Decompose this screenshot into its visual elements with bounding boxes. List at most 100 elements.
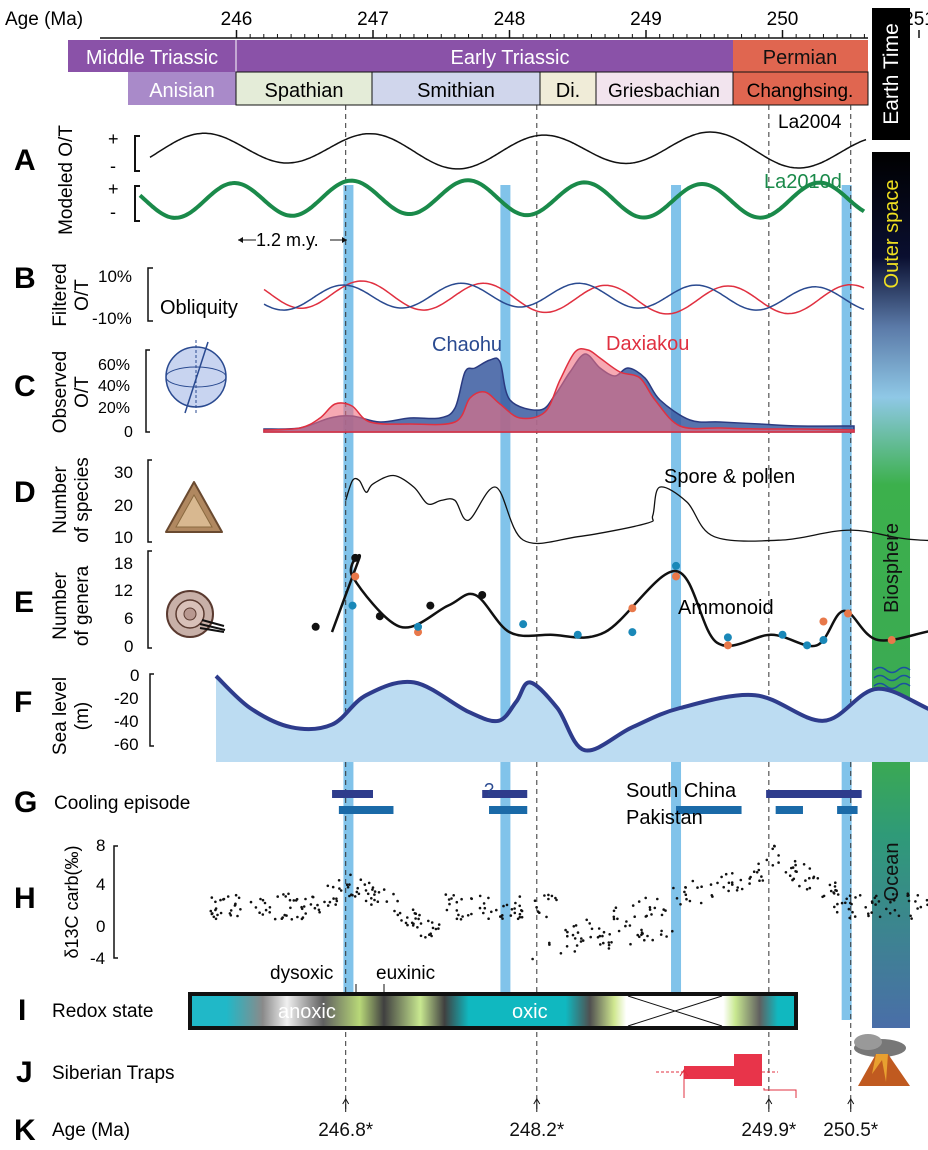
ammonoid-point-black [478, 591, 487, 599]
carbon-point [417, 917, 420, 921]
carbon-point [311, 895, 314, 899]
panel-g: G Cooling episode ? South China Pakistan [14, 780, 862, 829]
carbon-point [430, 921, 434, 924]
carbon-point [373, 890, 377, 893]
carbon-point [633, 915, 636, 918]
ammonoid-point-orange [723, 641, 732, 650]
age-arrow-head [765, 1098, 773, 1105]
carbon-point [396, 913, 400, 917]
cooling-bar-pakistan [837, 806, 858, 814]
carbon-point [284, 895, 288, 898]
carbon-point [289, 906, 292, 910]
carbon-point [684, 893, 688, 896]
panel-h-tick-4: 4 [96, 875, 105, 894]
carbon-point [396, 899, 399, 903]
panel-k: K Age (Ma) 246.8*248.2*249.9*250.5*251.4… [14, 1098, 879, 1147]
carbon-point [757, 862, 760, 866]
carbon-point [559, 952, 563, 955]
carbon-point [346, 885, 350, 889]
carbon-point [571, 933, 575, 937]
carbon-point [554, 896, 557, 900]
carbon-point [907, 894, 910, 897]
carbon-point [836, 893, 840, 896]
carbon-point [234, 903, 237, 907]
ammonoid-point-blue [778, 630, 787, 639]
ammonoid-point-blue [348, 601, 357, 610]
panel-f-tick-0: 0 [130, 666, 139, 685]
carbon-point [543, 894, 546, 897]
carbon-point [482, 911, 485, 915]
carbon-point [833, 905, 836, 909]
panel-b-letter: B [14, 262, 36, 295]
carbon-point [466, 914, 470, 917]
carbon-point [211, 912, 214, 915]
carbon-point [452, 894, 456, 897]
carbon-point [234, 893, 238, 897]
carbon-point [328, 900, 332, 904]
carbon-point [237, 896, 241, 900]
ammonoid-point-orange [351, 572, 360, 581]
ammonoid-point-orange [887, 636, 896, 645]
carbon-point [226, 895, 230, 898]
carbon-point [219, 898, 222, 902]
carbon-point [404, 921, 408, 925]
carbon-point [445, 908, 449, 912]
carbon-point [629, 942, 632, 946]
carbon-point [716, 881, 719, 885]
carbon-point [731, 883, 734, 886]
carbon-point [419, 922, 423, 925]
carbon-point [925, 898, 928, 902]
carbon-point [572, 925, 576, 928]
carbon-point [598, 934, 602, 938]
cooling-episode-label: Cooling episode [54, 793, 190, 814]
carbon-point [576, 931, 580, 934]
carbon-point [364, 899, 368, 903]
carbon-point [263, 901, 267, 905]
panel-k-letter: K [14, 1114, 36, 1147]
carbon-point [919, 905, 923, 909]
carbon-point [482, 902, 486, 905]
carbon-point [229, 909, 233, 912]
carbon-point [892, 899, 896, 902]
carbon-point [612, 917, 616, 921]
carbon-point [771, 864, 775, 867]
carbon-point [290, 918, 294, 921]
carbon-point [755, 871, 759, 874]
panel-e-ylabel-2: of genera [72, 565, 93, 646]
carbon-point [832, 892, 836, 895]
panel-d-tick-10: 10 [114, 528, 133, 547]
carbon-point [236, 914, 239, 918]
traps-phase-1 [684, 1066, 734, 1079]
carbon-isotope-points [209, 844, 928, 961]
carbon-point [533, 899, 537, 902]
panel-e-tick-0: 0 [124, 637, 133, 656]
panel-d: D Number of species 30 20 10 Spore & pol… [14, 457, 928, 547]
carbon-point [848, 894, 852, 897]
carbon-point [487, 917, 490, 920]
carbon-point [316, 903, 319, 907]
carbon-point [909, 914, 912, 918]
panel-c-tick-60: 60% [98, 357, 130, 374]
carbon-point [296, 915, 299, 919]
carbon-point [727, 881, 731, 885]
carbon-point [749, 875, 752, 879]
carbon-point [636, 933, 639, 937]
carbon-point [777, 861, 780, 864]
panel-c-letter: C [14, 370, 36, 403]
stage-smithian: Smithian [417, 80, 495, 102]
panel-a-minus-1: - [110, 156, 116, 176]
carbon-point [888, 912, 892, 915]
carbon-point [411, 908, 415, 911]
carbon-point [590, 927, 594, 931]
highlight-band [500, 185, 511, 1020]
carbon-point [790, 866, 793, 870]
carbon-point [309, 903, 313, 906]
carbon-point [392, 892, 395, 896]
carbon-point [437, 923, 441, 926]
period-interval-label: 1.2 m.y. [256, 230, 319, 250]
carbon-point [777, 854, 780, 857]
carbon-point [675, 897, 679, 900]
carbon-point [653, 906, 657, 910]
earth-time-box: Earth Time [872, 8, 910, 140]
carbon-point [607, 947, 611, 950]
